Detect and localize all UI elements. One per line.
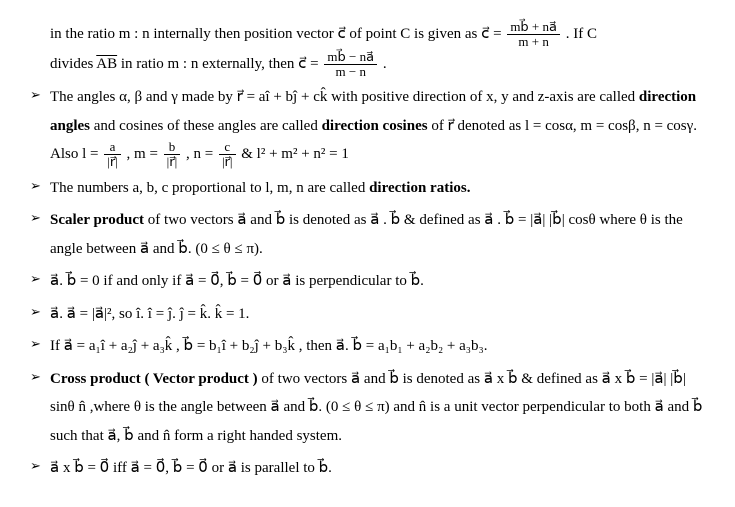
bullet-item: ➢ a⃗. a⃗ = |a⃗|², so î. î = ĵ. ĵ = k̂. k… [30, 300, 705, 329]
bullet-glyph: ➢ [30, 365, 50, 390]
bullet-item: ➢ The angles α, β and γ made by r⃗ = aî … [30, 83, 705, 170]
segment-ab: AB [96, 56, 117, 72]
bullet-body: a⃗ x b⃗ = 0⃗ iff a⃗ = 0⃗, b⃗ = 0⃗ or a⃗ … [50, 454, 705, 483]
text-run: The numbers a, b, c proportional to l, m… [50, 180, 369, 196]
text-run: If a⃗ = a₁î + a₂ĵ + a₃k̂ , b⃗ = b₁î + b₂… [50, 338, 488, 354]
bullet-body: The angles α, β and γ made by r⃗ = aî + … [50, 83, 705, 170]
bold-run: Scaler product [50, 212, 144, 228]
frac-den: |r⃗| [164, 155, 181, 169]
bullet-glyph: ➢ [30, 83, 50, 108]
frac-num: b [164, 140, 181, 155]
bullet-body: a⃗. a⃗ = |a⃗|², so î. î = ĵ. ĵ = k̂. k̂ … [50, 300, 705, 329]
text-run: of two vectors a⃗ and b⃗ is denoted as a… [50, 212, 683, 257]
bullet-body: If a⃗ = a₁î + a₂ĵ + a₃k̂ , b⃗ = b₁î + b₂… [50, 332, 705, 361]
bullet-glyph: ➢ [30, 206, 50, 231]
text-run: & l² + m² + n² = 1 [241, 146, 349, 162]
intro-line1-post: . If C [566, 26, 597, 42]
bullet-glyph: ➢ [30, 267, 50, 292]
bold-run: Cross product ( Vector product ) [50, 371, 258, 387]
frac-num: c [219, 140, 236, 155]
bold-run: direction ratios. [369, 180, 470, 196]
bullet-glyph: ➢ [30, 300, 50, 325]
text-run: , m = [127, 146, 162, 162]
intro-line2-pre: divides [50, 56, 96, 72]
intro-frac1: mb⃗ + na⃗ m + n [507, 20, 560, 50]
intro-line1-pre: in the ratio m : n internally then posit… [50, 26, 505, 42]
text-run: The angles α, β and γ made by r⃗ = aî + … [50, 89, 639, 105]
bullet-glyph: ➢ [30, 174, 50, 199]
frac-num: mb⃗ + na⃗ [507, 20, 560, 35]
bullet-item: ➢ If a⃗ = a₁î + a₂ĵ + a₃k̂ , b⃗ = b₁î + … [30, 332, 705, 361]
frac-den: m − n [324, 65, 377, 79]
frac-b: b |r⃗| [164, 140, 181, 170]
frac-a: a |r⃗| [104, 140, 121, 170]
frac-den: |r⃗| [219, 155, 236, 169]
frac-c: c |r⃗| [219, 140, 236, 170]
bullet-item: ➢ The numbers a, b, c proportional to l,… [30, 174, 705, 203]
text-run: a⃗ x b⃗ = 0⃗ iff a⃗ = 0⃗, b⃗ = 0⃗ or a⃗ … [50, 460, 332, 476]
text-run: a⃗. b⃗ = 0 if and only if a⃗ = 0⃗, b⃗ = … [50, 273, 424, 289]
bullet-item: ➢ Cross product ( Vector product ) of tw… [30, 365, 705, 451]
frac-den: m + n [507, 35, 560, 49]
intro-frac2: mb⃗ − na⃗ m − n [324, 50, 377, 80]
text-run: , n = [186, 146, 217, 162]
bullet-body: Scaler product of two vectors a⃗ and b⃗ … [50, 206, 705, 263]
frac-den: |r⃗| [104, 155, 121, 169]
bullet-glyph: ➢ [30, 454, 50, 479]
bullet-body: The numbers a, b, c proportional to l, m… [50, 174, 705, 203]
intro-paragraph: in the ratio m : n internally then posit… [30, 20, 705, 79]
frac-num: a [104, 140, 121, 155]
bullet-body: Cross product ( Vector product ) of two … [50, 365, 705, 451]
bullet-item: ➢ Scaler product of two vectors a⃗ and b… [30, 206, 705, 263]
bullet-glyph: ➢ [30, 332, 50, 357]
bullet-item: ➢ a⃗ x b⃗ = 0⃗ iff a⃗ = 0⃗, b⃗ = 0⃗ or a… [30, 454, 705, 483]
bullet-item: ➢ a⃗. b⃗ = 0 if and only if a⃗ = 0⃗, b⃗ … [30, 267, 705, 296]
intro-line2-post: . [383, 56, 387, 72]
intro-line2-mid: in ratio m : n externally, then c⃗ = [121, 56, 323, 72]
bullet-body: a⃗. b⃗ = 0 if and only if a⃗ = 0⃗, b⃗ = … [50, 267, 705, 296]
text-run: a⃗. a⃗ = |a⃗|², so î. î = ĵ. ĵ = k̂. k̂ … [50, 306, 249, 322]
frac-num: mb⃗ − na⃗ [324, 50, 377, 65]
text-run: and cosines of these angles are called [94, 118, 322, 134]
bold-run: direction cosines [322, 118, 428, 134]
